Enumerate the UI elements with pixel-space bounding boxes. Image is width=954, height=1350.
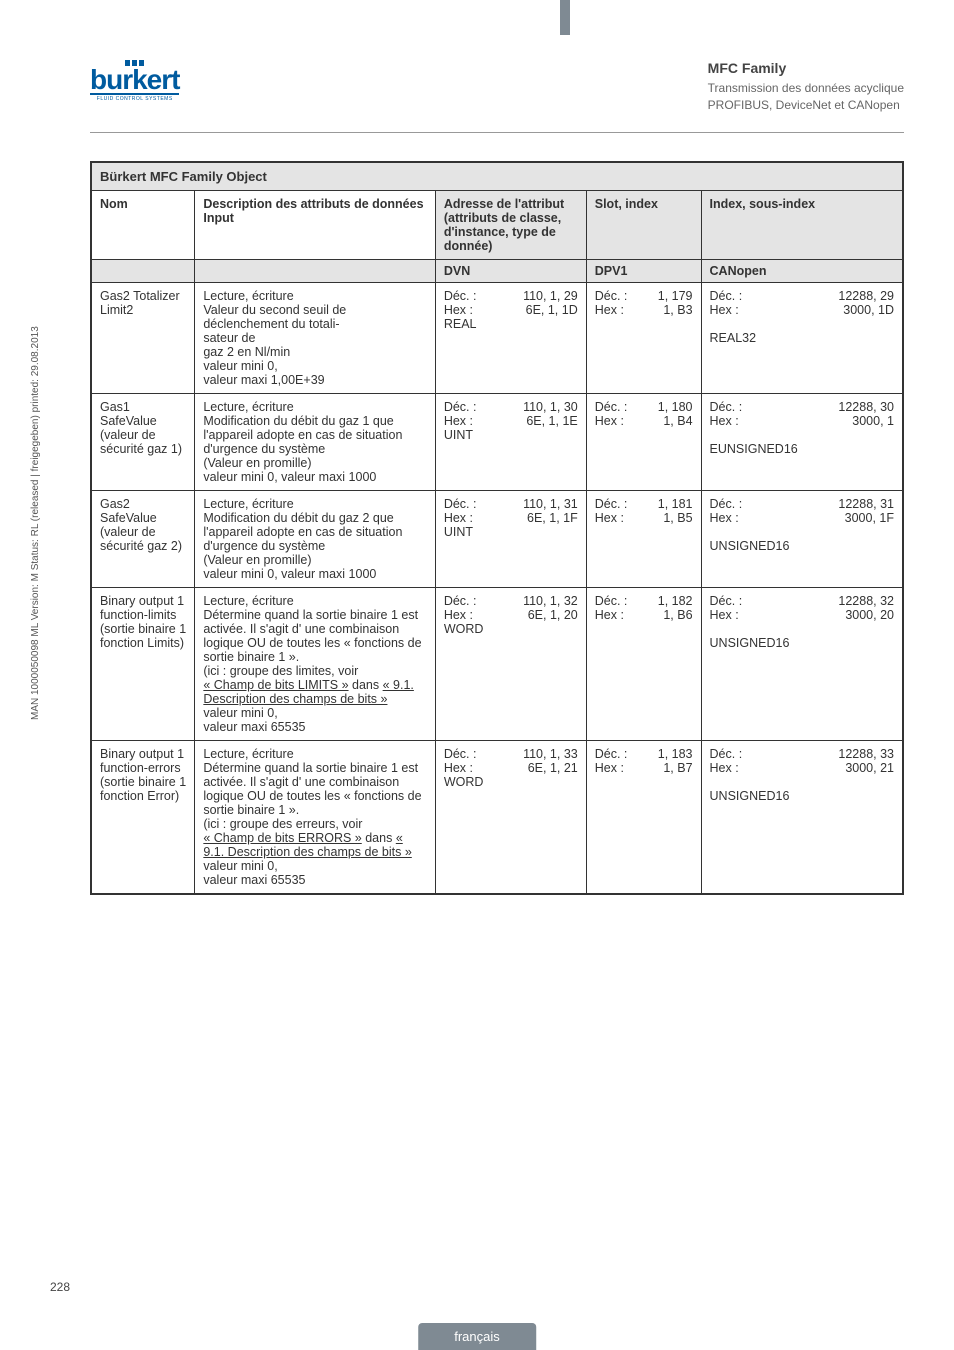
cell-dvn-values: 110, 1, 306E, 1, 1E [497, 393, 587, 490]
col-header-dpv: Slot, index [586, 190, 701, 259]
logo: burkert FLUID CONTROL SYSTEMS [90, 60, 179, 102]
table-title: Bürkert MFC Family Object [91, 162, 903, 191]
cell-dpv-labels: Déc. :Hex : [586, 393, 641, 490]
cell-dvn-values: 110, 1, 316E, 1, 1F [497, 490, 587, 587]
cell-nom: Gas2 Totalizer Limit2 [91, 282, 195, 393]
cell-can-values: 12288, 303000, 1 [816, 393, 904, 490]
cell-dpv-labels: Déc. :Hex : [586, 587, 641, 740]
proto-blank-1 [91, 259, 195, 282]
cell-dpv-labels: Déc. :Hex : [586, 740, 641, 894]
table-title-row: Bürkert MFC Family Object [91, 162, 903, 191]
cell-dvn-values: 110, 1, 326E, 1, 20 [497, 587, 587, 740]
cell-can-labels: Déc. :Hex : EUNSIGNED16 [701, 393, 815, 490]
table-row: Binary output 1 function-limits (sortie … [91, 587, 903, 740]
language-tab: français [418, 1323, 536, 1350]
cell-can-labels: Déc. :Hex : UNSIGNED16 [701, 587, 815, 740]
cell-dpv-values: 1, 1791, B3 [641, 282, 701, 393]
page-number: 228 [50, 1280, 70, 1294]
proto-dvn: DVN [435, 259, 586, 282]
cell-description: Lecture, écritureDétermine quand la sort… [195, 740, 435, 894]
cell-description: Lecture, écritureModification du débit d… [195, 490, 435, 587]
table-header-row: Nom Description des attributs de données… [91, 190, 903, 259]
logo-subtitle: FLUID CONTROL SYSTEMS [97, 96, 173, 102]
cell-dvn-labels: Déc. :Hex :UINT [435, 393, 496, 490]
cell-dpv-values: 1, 1811, B5 [641, 490, 701, 587]
cell-dvn-values: 110, 1, 336E, 1, 21 [497, 740, 587, 894]
cell-dpv-values: 1, 1831, B7 [641, 740, 701, 894]
header-subtitle-1: Transmission des données acyclique [708, 80, 904, 97]
table-row: Gas2 SafeValue (valeur de sécurité gaz 2… [91, 490, 903, 587]
proto-can: CANopen [701, 259, 903, 282]
page-container: burkert FLUID CONTROL SYSTEMS MFC Family… [0, 0, 954, 1350]
object-table: Bürkert MFC Family Object Nom Descriptio… [90, 161, 904, 895]
cell-can-values: 12288, 313000, 1F [816, 490, 904, 587]
cell-can-values: 12288, 293000, 1D [816, 282, 904, 393]
header-right: MFC Family Transmission des données acyc… [708, 60, 904, 114]
cell-dpv-labels: Déc. :Hex : [586, 282, 641, 393]
cell-can-labels: Déc. :Hex : UNSIGNED16 [701, 740, 815, 894]
col-header-desc: Description des attributs de données Inp… [195, 190, 435, 259]
cell-dpv-values: 1, 1821, B6 [641, 587, 701, 740]
cell-description: Lecture, écritureDétermine quand la sort… [195, 587, 435, 740]
logo-text: burkert [90, 68, 179, 92]
cell-nom: Gas1 SafeValue (valeur de sécurité gaz 1… [91, 393, 195, 490]
cell-can-values: 12288, 323000, 20 [816, 587, 904, 740]
col-header-can: Index, sous-index [701, 190, 903, 259]
col-header-nom: Nom [91, 190, 195, 259]
proto-blank-2 [195, 259, 435, 282]
cell-description: Lecture, écritureValeur du second seuil … [195, 282, 435, 393]
table-row: Gas2 Totalizer Limit2Lecture, écritureVa… [91, 282, 903, 393]
cell-dvn-values: 110, 1, 296E, 1, 1D [497, 282, 587, 393]
table-row: Gas1 SafeValue (valeur de sécurité gaz 1… [91, 393, 903, 490]
header-subtitle-2: PROFIBUS, DeviceNet et CANopen [708, 97, 904, 114]
table-row: Binary output 1 function-errors (sortie … [91, 740, 903, 894]
cell-nom: Binary output 1 function-errors (sortie … [91, 740, 195, 894]
header-title: MFC Family [708, 60, 904, 76]
cell-dpv-values: 1, 1801, B4 [641, 393, 701, 490]
cell-dvn-labels: Déc. :Hex :UINT [435, 490, 496, 587]
cell-description: Lecture, écritureModification du débit d… [195, 393, 435, 490]
cell-dvn-labels: Déc. :Hex :WORD [435, 587, 496, 740]
col-header-dvn: Adresse de l'attribut (attributs de clas… [435, 190, 586, 259]
cell-nom: Binary output 1 function-limits (sortie … [91, 587, 195, 740]
cell-can-labels: Déc. :Hex : UNSIGNED16 [701, 490, 815, 587]
cell-nom: Gas2 SafeValue (valeur de sécurité gaz 2… [91, 490, 195, 587]
cell-dvn-labels: Déc. :Hex :REAL [435, 282, 496, 393]
page-header: burkert FLUID CONTROL SYSTEMS MFC Family… [90, 60, 904, 133]
protocol-row: DVN DPV1 CANopen [91, 259, 903, 282]
cell-dpv-labels: Déc. :Hex : [586, 490, 641, 587]
cell-dvn-labels: Déc. :Hex :WORD [435, 740, 496, 894]
side-print-info: MAN 1000050098 ML Version: M Status: RL … [30, 326, 41, 720]
cell-can-values: 12288, 333000, 21 [816, 740, 904, 894]
proto-dpv: DPV1 [586, 259, 701, 282]
cell-can-labels: Déc. :Hex : REAL32 [701, 282, 815, 393]
